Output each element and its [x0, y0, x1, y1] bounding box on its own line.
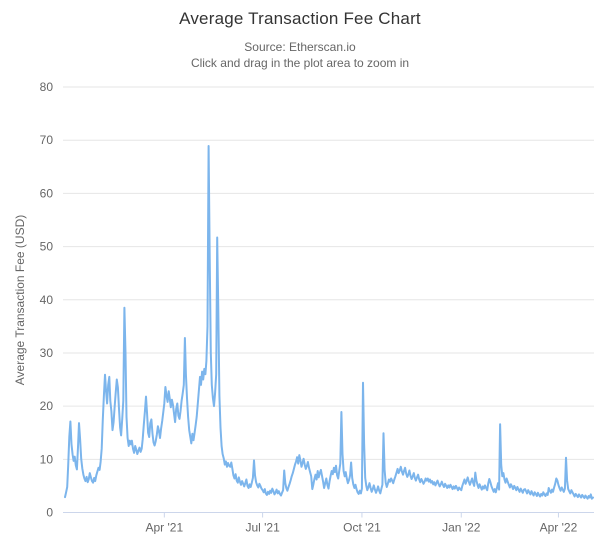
y-axis-label: 60	[40, 186, 54, 200]
x-axis-label: Apr '22	[540, 521, 578, 535]
y-axis-label: 10	[40, 452, 54, 466]
y-axis-label: 30	[40, 346, 54, 360]
x-axis-label: Jan '22	[442, 521, 481, 535]
y-axis-title: Average Transaction Fee (USD)	[13, 215, 27, 386]
y-axis-label: 70	[40, 133, 54, 147]
fee-line-series	[64, 145, 594, 500]
x-axis-label: Jul '21	[245, 521, 280, 535]
chart-subtitle-hint: Click and drag in the plot area to zoom …	[190, 56, 410, 70]
chart-header: Average Transaction Fee Chart Source: Et…	[0, 0, 600, 71]
chart-subtitle-source: Source: Etherscan.io	[244, 40, 356, 54]
y-axis-label: 40	[40, 293, 54, 307]
x-axis-label: Oct '21	[343, 521, 381, 535]
y-axis-label: 0	[46, 506, 53, 520]
y-axis-label: 50	[40, 240, 54, 254]
chart-title: Average Transaction Fee Chart	[179, 9, 421, 28]
y-axis-label: 80	[40, 80, 54, 94]
x-axis-label: Apr '21	[146, 521, 184, 535]
y-axis-label: 20	[40, 399, 54, 413]
